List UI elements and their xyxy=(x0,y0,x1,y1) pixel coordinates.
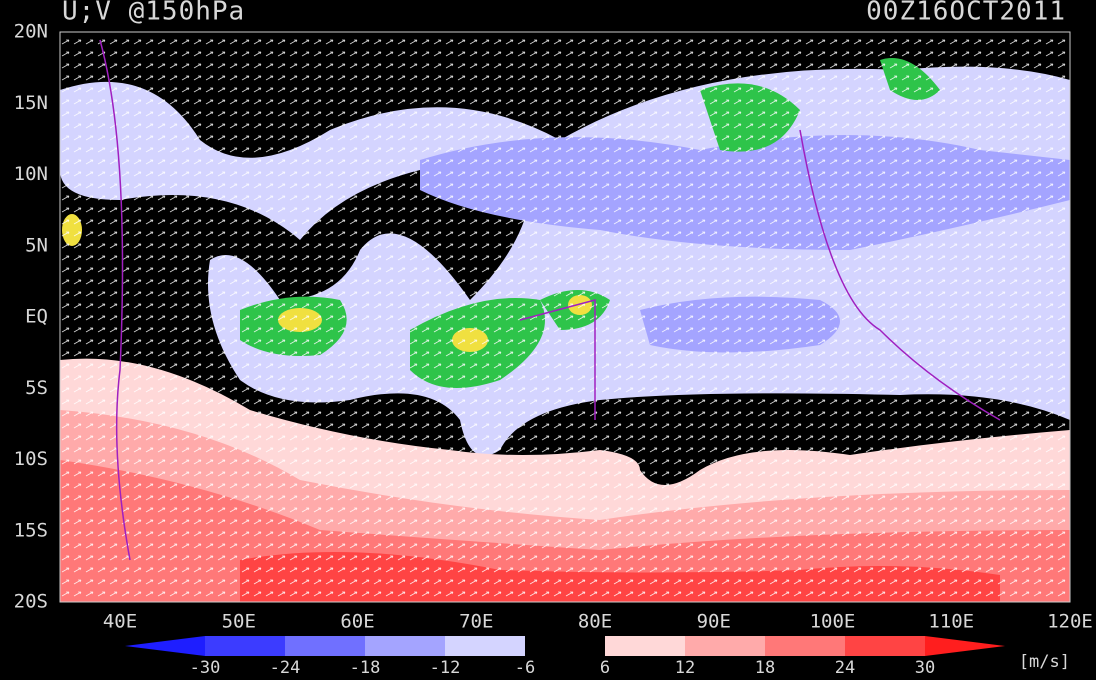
colorbar-bin xyxy=(845,636,925,656)
colorbar-bin xyxy=(205,636,285,656)
lat-label: 20N xyxy=(14,21,48,43)
colorbar-label: 12 xyxy=(675,658,695,678)
lon-label: 100E xyxy=(810,611,856,633)
lon-label: 50E xyxy=(222,611,256,633)
title: U;V @150hPa xyxy=(62,0,245,27)
lat-label: 5S xyxy=(25,377,48,399)
lat-label: EQ xyxy=(25,306,48,328)
lat-label: 5N xyxy=(25,234,48,256)
coastlines xyxy=(99,39,1001,561)
colorbar-arrow xyxy=(125,636,205,656)
wind-vectors xyxy=(60,32,1070,602)
lon-label: 70E xyxy=(459,611,493,633)
lon-label: 90E xyxy=(697,611,731,633)
colorbar-bin xyxy=(285,636,365,656)
colorbar-bin xyxy=(605,636,685,656)
lon-label: 80E xyxy=(578,611,612,633)
colorbar-bin xyxy=(765,636,845,656)
colorbar-label: 24 xyxy=(835,658,855,678)
lat-label: 10N xyxy=(14,163,48,185)
colorbar-bin xyxy=(445,636,525,656)
lon-label: 40E xyxy=(103,611,137,633)
lon-label: 120E xyxy=(1047,611,1093,633)
map-field xyxy=(60,32,1070,602)
lon-label: 60E xyxy=(340,611,374,633)
lat-label: 15N xyxy=(14,92,48,114)
colorbar-bin xyxy=(525,636,605,656)
colorbar-arrow xyxy=(925,636,1005,656)
generated: 20N 15N 10N 5N EQ 5S 10S 15S 20S 40E 50E 60E 70E 80E 9… xyxy=(14,21,1093,679)
lat-label: 15S xyxy=(14,519,48,541)
colorbar-label: -6 xyxy=(515,658,535,678)
map-frame xyxy=(59,31,1071,603)
colorbar-label: -30 xyxy=(190,658,221,678)
colorbar-label: 6 xyxy=(600,658,610,678)
lat-label: 20S xyxy=(14,591,48,613)
timestamp: 00Z16OCT2011 xyxy=(866,0,1066,27)
colorbar-label: 18 xyxy=(755,658,775,678)
lat-label: 10S xyxy=(14,448,48,470)
colorbar-bin xyxy=(685,636,765,656)
colorbar-label: 30 xyxy=(915,658,935,678)
colorbar-label: -24 xyxy=(270,658,301,678)
lon-label: 110E xyxy=(928,611,974,633)
colorbar-label: -12 xyxy=(430,658,461,678)
colorbar-unit: [m/s] xyxy=(1019,652,1070,672)
colorbar-bin xyxy=(365,636,445,656)
colorbar-label: -18 xyxy=(350,658,381,678)
